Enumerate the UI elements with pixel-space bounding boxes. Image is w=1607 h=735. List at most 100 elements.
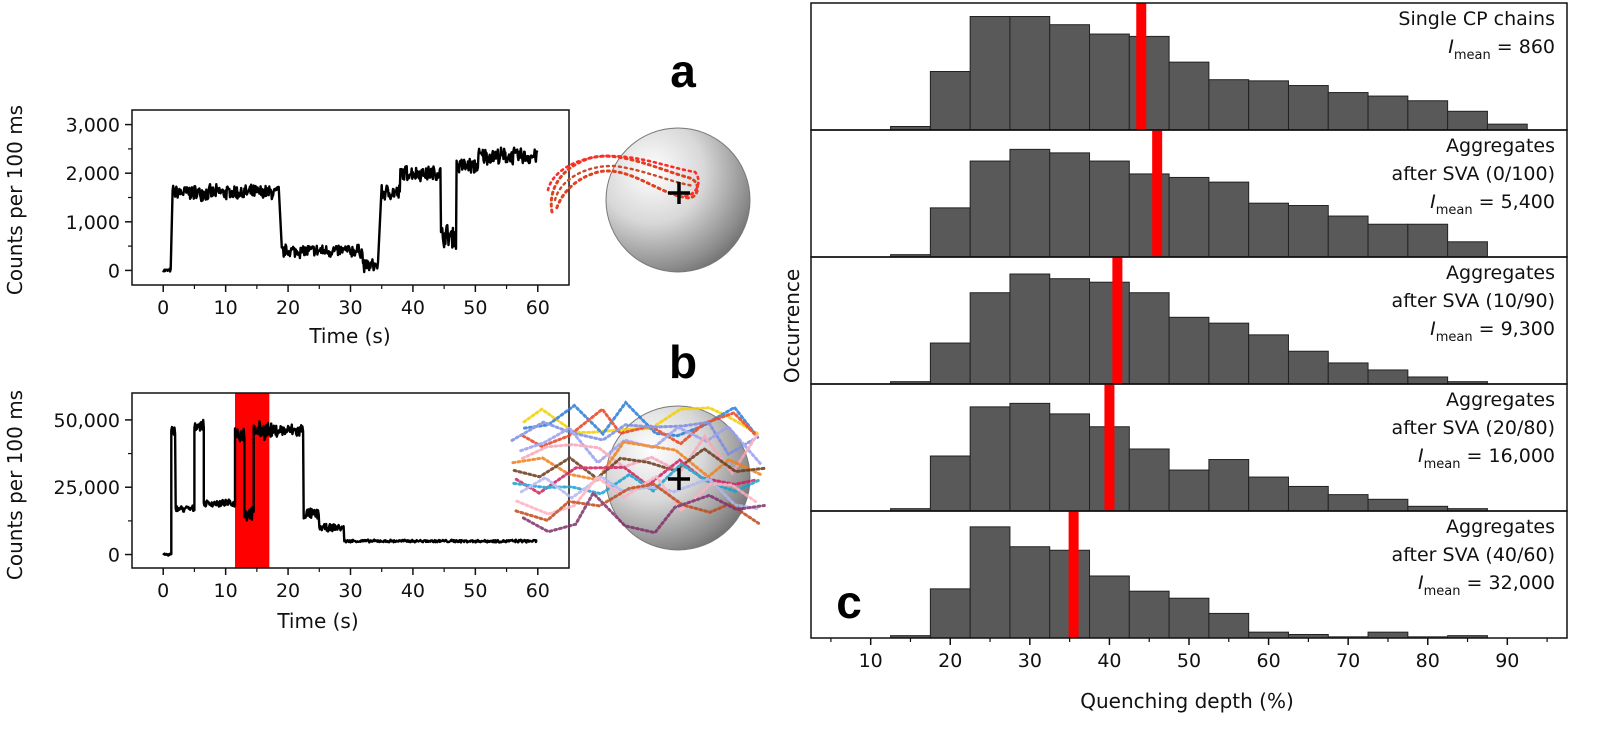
histogram-bar [1367,95,1409,131]
x-tick-label: 60 [1256,650,1280,672]
panel-b-y-label: Counts per 100 ms [3,390,27,580]
y-tick-label: 25,000 [54,477,120,499]
histogram-bar [969,160,1011,258]
histogram-bar [1248,202,1289,258]
crosshair-icon [668,182,690,204]
x-tick-label: 90 [1495,650,1519,672]
histogram-bar [1168,61,1210,131]
intensity-value: = 860 [1491,36,1555,58]
x-tick-label: 30 [338,297,362,319]
aggregate-trajectory [521,407,759,449]
histogram-bar [1089,575,1130,639]
subpanel-label: Aggregates [1446,516,1555,538]
subpanel-label: after SVA (0/100) [1392,163,1555,185]
histogram-bar [1287,205,1329,258]
x-tick-label: 70 [1336,650,1360,672]
histogram-bar [929,455,971,512]
subpanel-label: after SVA (40/60) [1392,544,1555,566]
histogram-bar [1168,176,1210,258]
histogram-bar [929,342,971,385]
x-tick-label: 50 [463,297,487,319]
histogram-bar [969,292,1011,385]
histogram-bar [1208,79,1250,131]
x-tick-label: 50 [1177,650,1201,672]
histogram-subpanel: Single CP chains Imean = 860 [810,2,1568,131]
panel-a-letter: a [670,45,696,97]
x-tick-label: 10 [214,297,238,319]
intensity-value: = 16,000 [1461,445,1555,467]
histogram-bar [1407,376,1449,385]
x-tick-label: 40 [1097,650,1121,672]
x-tick-label: 20 [938,650,962,672]
histogram-bar [1208,459,1250,512]
histogram-bar [969,16,1011,131]
subpanel-intensity: Imean = 32,000 [1418,572,1555,599]
intensity-subscript: mean [1424,584,1461,599]
histogram-bar [1009,546,1051,639]
y-tick-label: 3,000 [66,115,120,137]
histogram-subpanel: Aggregates after SVA (40/60) Imean = 32,00… [810,510,1568,639]
histogram-bar [1009,16,1051,131]
histogram-bar [969,406,1011,512]
histogram-bar [1367,223,1409,258]
histogram-bar [1128,590,1170,639]
histogram-subpanel: Aggregates after SVA (0/100) Imean = 5,400 [810,129,1568,258]
aggregate-trajectory [514,482,761,525]
x-tick-label: 30 [1018,650,1042,672]
panel-b-x-ticks: 0 10 20 30 40 50 60 [157,568,550,602]
panel-a-y-label: Counts per 100 ms [3,105,27,295]
histogram-bar [929,207,971,258]
subpanel-label: after SVA (10/90) [1392,290,1555,312]
panel-c-letter: c [836,576,862,628]
y-tick-label: 50,000 [54,410,120,432]
intensity-subscript: mean [1436,203,1473,218]
histogram-bar [1009,402,1051,512]
panel-c-x-ticks: 10 20 30 40 50 60 70 80 90 [830,638,1548,672]
histogram-bar [1407,223,1449,258]
y-tick-label: 0 [108,260,120,282]
histogram-bar [929,71,971,131]
histogram-bar [1128,292,1170,385]
histogram-bar [1128,35,1170,131]
x-tick-label: 20 [276,580,300,602]
histogram-bar [1089,281,1130,385]
mean-marker [1104,384,1115,511]
histogram-bar [1009,148,1051,258]
mean-marker [1136,3,1147,130]
x-tick-label: 40 [401,297,425,319]
histogram-bar [1367,498,1409,512]
intensity-value: = 9,300 [1473,318,1555,340]
crosshair-icon [668,468,690,490]
histogram-bar [1367,631,1409,639]
histogram-bar [969,526,1011,639]
panel-b-x-label: Time (s) [276,609,358,633]
histogram-bar [1208,322,1250,385]
intensity-value: = 5,400 [1473,191,1555,213]
histogram-bar [1089,160,1130,258]
x-tick-label: 0 [157,297,169,319]
histogram-bar [1049,152,1091,258]
histogram-bar [1287,85,1329,131]
panel-c-histograms: Single CP chains Imean = 860 Aggregates aft… [810,2,1568,639]
histogram-bar [1049,24,1091,131]
intensity-symbol: I [1418,445,1424,467]
mean-marker [1152,130,1163,257]
histogram-bar [1327,494,1369,512]
histogram-bar [1486,123,1528,131]
histogram-bar [1248,80,1289,131]
subpanel-label: Aggregates [1446,135,1555,157]
subpanel-label: Single CP chains [1398,8,1555,30]
aggregate-trajectory [521,490,766,535]
aggregate-trajectory [514,458,758,495]
x-tick-label: 60 [526,297,550,319]
histogram-bar [1327,362,1369,385]
panel-a-x-label: Time (s) [308,324,390,348]
histogram-bar [1407,100,1449,131]
histogram-bar [1248,334,1289,385]
panel-a-x-ticks: 0 10 20 30 40 50 60 [157,285,550,319]
y-tick-label: 0 [108,545,120,567]
histogram-bar [1168,469,1210,512]
histogram-bar [1049,413,1091,512]
